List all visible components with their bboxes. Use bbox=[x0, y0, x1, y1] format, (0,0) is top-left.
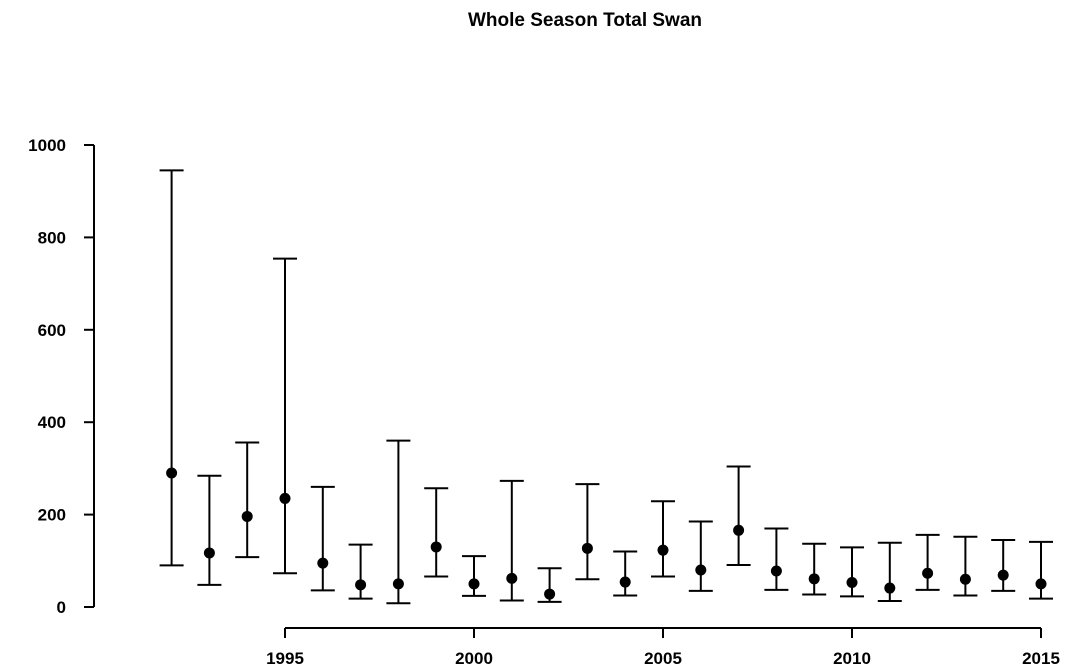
data-point bbox=[166, 467, 178, 479]
error-bar-group bbox=[159, 169, 184, 567]
data-point bbox=[468, 578, 480, 590]
x-tick-label: 2000 bbox=[455, 649, 493, 668]
y-tick-label: 1000 bbox=[28, 136, 66, 155]
y-axis: 0 200 400 600 800 1000 bbox=[28, 136, 95, 617]
x-tick-label: 2015 bbox=[1022, 649, 1060, 668]
data-point bbox=[770, 565, 782, 577]
data-point bbox=[922, 567, 934, 579]
chart-title: Whole Season Total Swan bbox=[468, 10, 702, 31]
data-point bbox=[241, 510, 253, 522]
y-tick-label: 200 bbox=[38, 506, 66, 525]
error-bar-group bbox=[991, 539, 1016, 592]
error-bar-group bbox=[877, 541, 902, 602]
error-bar-group bbox=[953, 535, 978, 597]
error-bar-group bbox=[424, 487, 449, 578]
error-bar-group bbox=[235, 441, 260, 559]
x-tick-label: 1995 bbox=[266, 649, 304, 668]
data-point bbox=[544, 588, 556, 600]
data-point bbox=[959, 573, 971, 585]
x-tick-label: 2010 bbox=[833, 649, 871, 668]
error-bar-group bbox=[802, 542, 827, 596]
y-tick-label: 0 bbox=[57, 598, 66, 617]
data-point bbox=[997, 569, 1009, 581]
data-point bbox=[279, 492, 291, 504]
error-bar-group bbox=[462, 555, 486, 597]
data-point bbox=[808, 573, 820, 585]
error-bar-group bbox=[613, 550, 638, 597]
error-bar-group bbox=[726, 465, 751, 566]
data-point bbox=[355, 579, 367, 591]
data-point bbox=[733, 524, 745, 536]
data-point bbox=[430, 541, 442, 553]
error-bar-group bbox=[499, 479, 524, 602]
y-tick-label: 400 bbox=[38, 413, 66, 432]
error-bar-group bbox=[1029, 540, 1053, 600]
data-point bbox=[317, 557, 329, 569]
error-bar-group bbox=[651, 500, 675, 578]
error-bar-group bbox=[348, 543, 373, 600]
data-point bbox=[846, 577, 858, 589]
x-tick-label: 2005 bbox=[644, 649, 682, 668]
error-bar-group bbox=[840, 546, 864, 598]
data-point bbox=[1035, 578, 1047, 590]
error-bar-group bbox=[273, 257, 297, 575]
error-bar-group bbox=[537, 567, 562, 603]
error-bar-series bbox=[159, 169, 1053, 605]
error-bar-group bbox=[197, 474, 222, 586]
error-bar-group bbox=[575, 483, 600, 581]
y-tick-label: 600 bbox=[38, 321, 66, 340]
data-point bbox=[884, 582, 896, 594]
error-bar-group bbox=[688, 520, 713, 592]
error-bar-group bbox=[386, 439, 411, 605]
data-point bbox=[695, 564, 707, 576]
data-point bbox=[619, 576, 631, 588]
y-tick-label: 800 bbox=[38, 228, 66, 247]
data-point bbox=[392, 578, 404, 590]
data-point bbox=[506, 572, 518, 584]
data-point bbox=[581, 542, 593, 554]
error-bar-group bbox=[764, 527, 789, 591]
x-axis: 1995 2000 2005 2010 2015 bbox=[266, 627, 1060, 668]
data-point bbox=[203, 547, 215, 559]
error-bar-group bbox=[915, 533, 940, 591]
data-point bbox=[657, 544, 669, 556]
error-bar-group bbox=[310, 485, 335, 592]
